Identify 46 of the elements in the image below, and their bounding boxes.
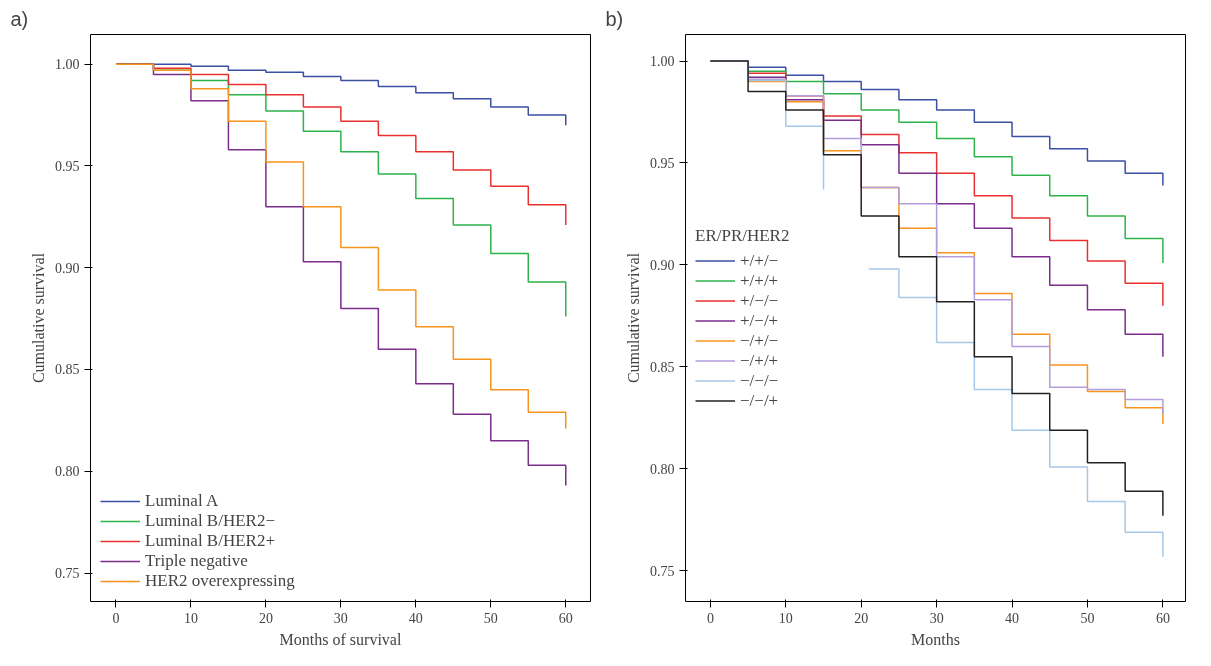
legend-label: +/+/+ [740,270,779,290]
x-tick-label: 10 [778,610,793,626]
y-tick-label: 0.85 [55,362,80,378]
legend-label: −/+/− [740,330,779,350]
y-tick-label: 1.00 [650,54,675,70]
legend-label: Luminal A [145,491,219,511]
x-tick-label: 50 [1080,610,1095,626]
y-tick-label: 1.00 [55,57,80,73]
y-tick-label: 0.90 [55,260,80,276]
legend-label: HER2 overexpressing [145,571,295,591]
x-tick-label: 0 [706,610,714,626]
text: b) [605,7,624,30]
y-tick-label: 0.75 [55,566,80,582]
legend-label: Triple negative [145,551,248,571]
x-tick-label: 30 [929,610,944,626]
legend-label: Luminal B/HER2+ [145,531,275,551]
legend-label: +/−/− [740,290,779,310]
y-axis-title: Cumulative survival [30,252,47,384]
y-tick-label: 0.85 [650,359,675,375]
legend-label: Luminal B/HER2− [145,511,275,531]
y-tick-label: 0.90 [650,257,675,273]
text: a) [10,7,29,30]
x-tick-label: 40 [1005,610,1020,626]
y-axis-title: Cumulative survival [625,252,642,384]
x-tick-label: 30 [333,610,348,626]
legend-label: +/−/+ [740,310,779,330]
x-tick-label: 10 [183,610,198,626]
legend-label: −/−/+ [740,390,779,410]
legend-title: ER/PR/HER2 [695,225,790,245]
x-tick-label: 60 [558,610,573,626]
x-tick-label: 40 [408,610,423,626]
x-tick-label: 0 [112,610,120,626]
x-tick-label: 50 [483,610,498,626]
y-tick-label: 0.95 [650,155,675,171]
y-tick-label: 0.95 [55,158,80,174]
legend-label: −/−/− [740,370,779,390]
x-tick-label: 20 [258,610,273,626]
x-tick-label: 60 [1155,610,1170,626]
y-tick-label: 0.75 [650,563,675,579]
legend-label: +/+/− [740,250,779,270]
x-axis-title: Months [911,630,960,648]
y-tick-label: 0.80 [650,461,675,477]
x-tick-label: 20 [854,610,869,626]
y-tick-label: 0.80 [55,464,80,480]
x-axis-title: Months of survival [279,630,402,648]
legend-label: −/+/+ [740,350,779,370]
